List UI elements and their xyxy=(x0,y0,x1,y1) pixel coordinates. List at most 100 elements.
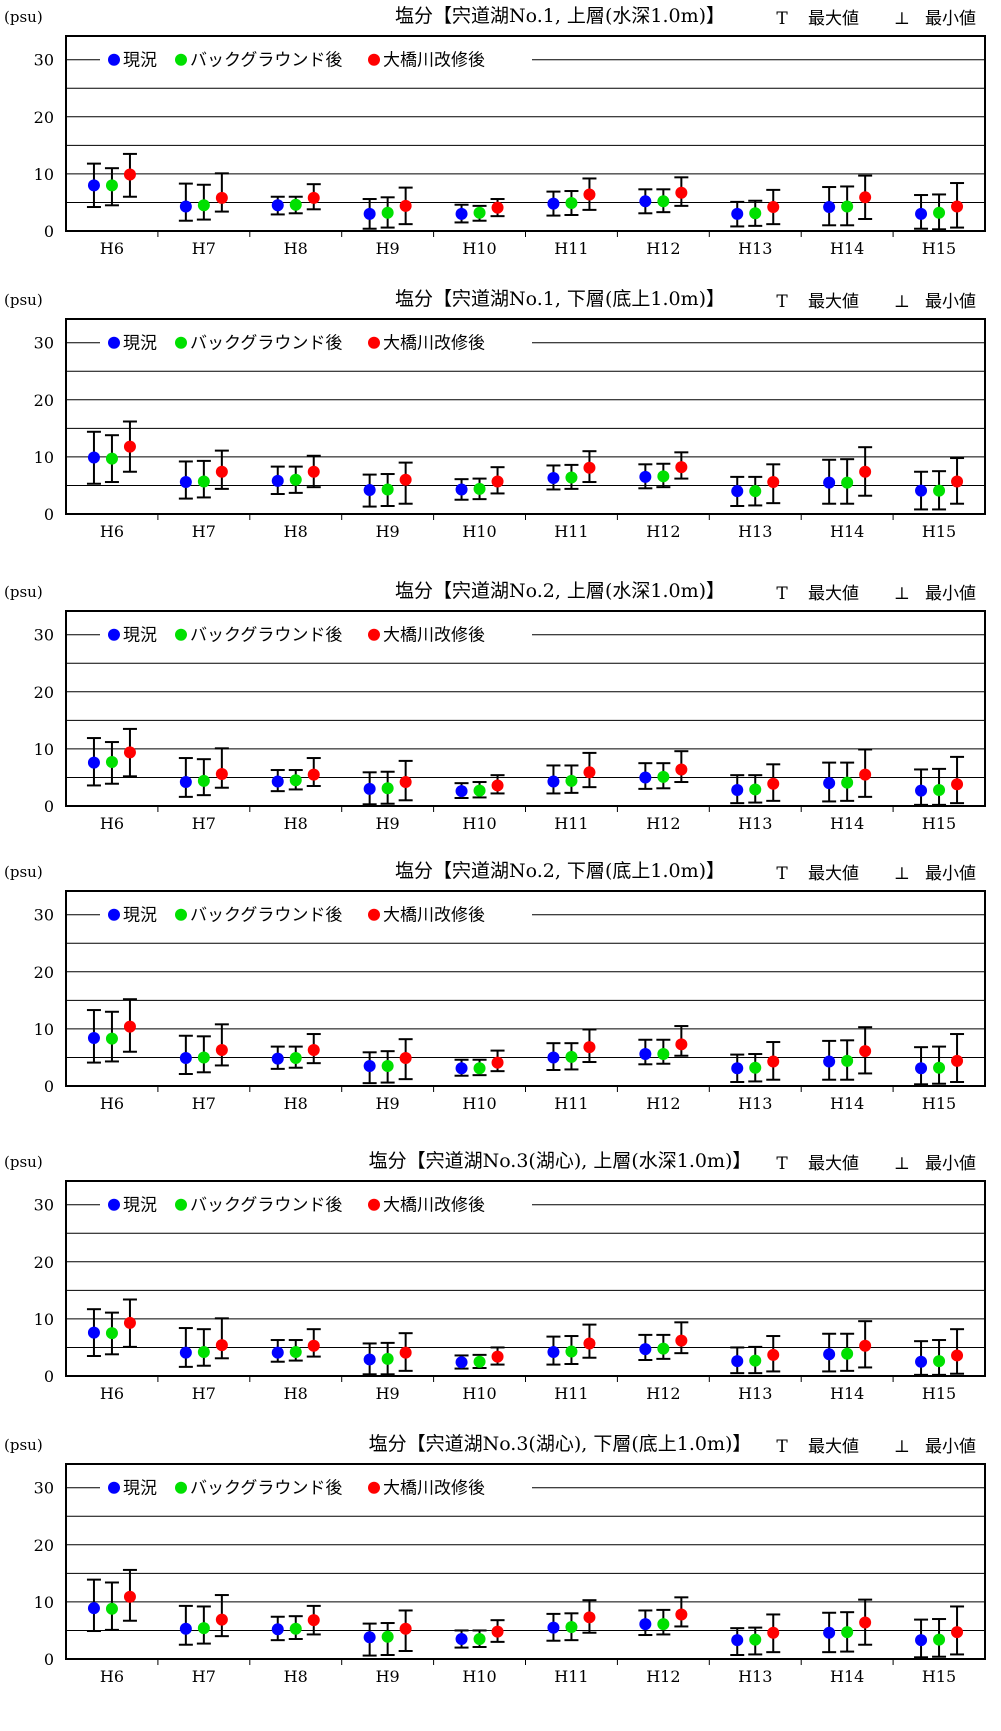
mean-point xyxy=(123,168,136,181)
x-tick-label: H12 xyxy=(646,522,680,541)
x-tick-label: H9 xyxy=(376,1384,400,1403)
chart-title: 塩分【宍道湖No.1, 上層(水深1.0m)】 xyxy=(395,5,725,27)
mean-point xyxy=(381,782,394,795)
min-legend-label: 最小値 xyxy=(925,1154,976,1174)
mean-point xyxy=(307,465,320,478)
mean-point xyxy=(455,1633,468,1646)
min-symbol: ⊥ xyxy=(894,1154,910,1174)
mean-point xyxy=(933,484,946,497)
mean-point xyxy=(307,1614,320,1627)
max-symbol: T xyxy=(776,584,788,604)
mean-point xyxy=(123,1590,136,1603)
mean-point xyxy=(179,1622,192,1635)
mean-point xyxy=(289,473,302,486)
mean-point xyxy=(105,1327,118,1340)
chart-panel: (psu) 塩分【宍道湖No.3(湖心), 上層(水深1.0m)】 T 最大値 ⊥ 最小値… xyxy=(4,1150,986,1403)
mean-point xyxy=(399,473,412,486)
x-tick-label: H13 xyxy=(738,522,772,541)
mean-point xyxy=(491,475,504,488)
x-tick-label: H13 xyxy=(738,1094,772,1113)
legend-marker xyxy=(108,1481,120,1494)
max-symbol: T xyxy=(776,292,788,312)
x-tick-label: H7 xyxy=(192,1667,216,1686)
mean-point xyxy=(455,1356,468,1369)
mean-point xyxy=(639,195,652,208)
mean-point xyxy=(179,1052,192,1065)
mean-point xyxy=(823,476,836,489)
mean-point xyxy=(271,1052,284,1065)
unit-label: (psu) xyxy=(4,1436,43,1454)
mean-point xyxy=(271,1623,284,1636)
mean-point xyxy=(657,1342,670,1355)
mean-point xyxy=(933,1061,946,1074)
legend-label: バックグラウンド後 xyxy=(190,906,342,926)
mean-point xyxy=(657,1048,670,1061)
x-tick-label: H10 xyxy=(462,1384,496,1403)
mean-point xyxy=(197,199,210,212)
mean-point xyxy=(381,483,394,496)
mean-point xyxy=(215,1044,228,1057)
y-tick-label: 10 xyxy=(34,1593,54,1612)
mean-point xyxy=(491,1625,504,1638)
mean-point xyxy=(767,476,780,489)
x-tick-label: H15 xyxy=(922,1094,956,1113)
unit-label: (psu) xyxy=(4,8,43,26)
y-tick-label: 30 xyxy=(34,906,54,925)
mean-point xyxy=(767,1055,780,1068)
mean-point xyxy=(951,1349,964,1362)
mean-point xyxy=(583,766,596,779)
mean-point xyxy=(915,484,928,497)
mean-point xyxy=(675,1334,688,1347)
mean-point xyxy=(271,474,284,487)
legend-marker xyxy=(368,908,380,921)
min-legend-label: 最小値 xyxy=(925,9,976,29)
series-legend: 現況 バックグラウンド後 大橋川改修後 xyxy=(100,46,532,73)
legend-marker xyxy=(368,628,380,641)
mean-point xyxy=(565,471,578,484)
mean-point xyxy=(565,1345,578,1358)
mean-point xyxy=(473,482,486,495)
chart-title: 塩分【宍道湖No.2, 上層(水深1.0m)】 xyxy=(395,580,725,602)
chart-panel: (psu) 塩分【宍道湖No.1, 上層(水深1.0m)】 T 最大値 ⊥ 最小値 0 10 2… xyxy=(4,5,986,258)
mean-point xyxy=(473,1062,486,1075)
max-legend-label: 最大値 xyxy=(808,1437,859,1457)
mean-point xyxy=(859,191,872,204)
mean-point xyxy=(767,777,780,790)
x-tick-label: H15 xyxy=(922,239,956,258)
x-tick-label: H11 xyxy=(554,1384,588,1403)
legend-label: バックグラウンド後 xyxy=(190,1196,342,1216)
x-tick-label: H8 xyxy=(284,1667,308,1686)
x-tick-label: H10 xyxy=(462,239,496,258)
mean-point xyxy=(123,746,136,759)
mean-point xyxy=(123,1316,136,1329)
x-tick-label: H15 xyxy=(922,814,956,833)
series-legend: 現況 バックグラウンド後 大橋川改修後 xyxy=(100,329,532,356)
min-symbol: ⊥ xyxy=(894,864,910,884)
mean-point xyxy=(363,1060,376,1073)
x-tick-label: H8 xyxy=(284,522,308,541)
series-legend: 現況 バックグラウンド後 大橋川改修後 xyxy=(100,1191,532,1218)
mean-point xyxy=(179,200,192,213)
mean-point xyxy=(767,1626,780,1639)
unit-label: (psu) xyxy=(4,1153,43,1171)
x-tick-label: H14 xyxy=(830,522,864,541)
mean-point xyxy=(381,1060,394,1073)
max-legend-label: 最大値 xyxy=(808,584,859,604)
min-legend-label: 最小値 xyxy=(925,1437,976,1457)
y-tick-label: 0 xyxy=(44,797,54,816)
max-symbol: T xyxy=(776,9,788,29)
max-symbol: T xyxy=(776,1437,788,1457)
mean-point xyxy=(547,1051,560,1064)
x-tick-label: H10 xyxy=(462,522,496,541)
mean-point xyxy=(473,1633,486,1646)
max-legend-label: 最大値 xyxy=(808,292,859,312)
legend-marker xyxy=(108,336,120,349)
mean-point xyxy=(381,1630,394,1643)
unit-label: (psu) xyxy=(4,583,43,601)
x-tick-label: H15 xyxy=(922,522,956,541)
x-tick-label: H12 xyxy=(646,1384,680,1403)
legend-label: 現況 xyxy=(123,334,157,354)
x-tick-label: H12 xyxy=(646,239,680,258)
legend-background xyxy=(100,329,532,356)
legend-marker xyxy=(175,1198,187,1211)
